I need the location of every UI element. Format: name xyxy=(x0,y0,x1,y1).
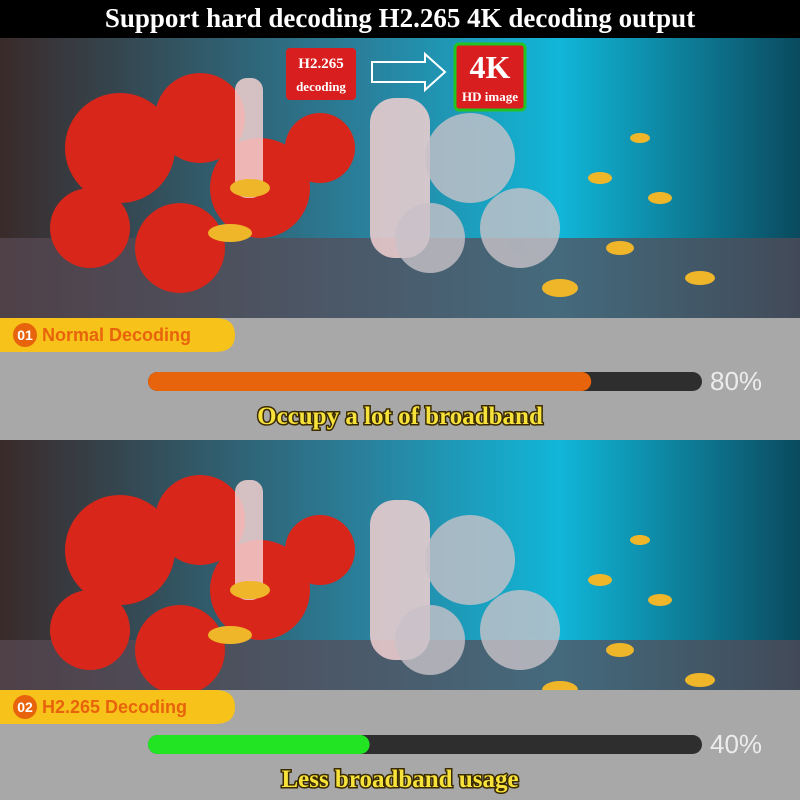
tag-number: 02 xyxy=(17,699,33,715)
tag-number-bg xyxy=(13,695,37,719)
bar-fill xyxy=(148,735,370,754)
arrow xyxy=(371,51,447,93)
caption: Occupy a lot of broadband xyxy=(257,403,543,430)
value-label: 40% xyxy=(710,729,762,759)
photo-normal xyxy=(0,38,800,318)
badge-codec-title: H2.265 xyxy=(298,56,343,72)
tag-label: H2.265 Decoding xyxy=(42,697,187,717)
badge-output: 4K HD image xyxy=(453,42,527,112)
title: Support hard decoding H2.265 4K decoding… xyxy=(105,3,695,33)
badge-codec-sub: decoding xyxy=(296,79,346,94)
badge-output-sub: HD image xyxy=(462,89,518,104)
badge-output-title: 4K xyxy=(470,49,511,85)
tag-number: 01 xyxy=(17,327,33,343)
tag-label: Normal Decoding xyxy=(42,325,191,345)
value-label: 80% xyxy=(710,366,762,396)
tag-number-bg xyxy=(13,323,37,347)
badge-codec: H2.265 decoding xyxy=(286,48,356,100)
caption: Less broadband usage xyxy=(281,766,518,793)
title-bar xyxy=(0,0,800,38)
tag xyxy=(0,318,235,352)
photo-h265 xyxy=(0,440,800,720)
tag xyxy=(0,690,235,724)
bar-fill xyxy=(148,372,592,391)
panels: 01 Normal Decoding 80% Occupy a lot of broa… xyxy=(0,318,800,800)
